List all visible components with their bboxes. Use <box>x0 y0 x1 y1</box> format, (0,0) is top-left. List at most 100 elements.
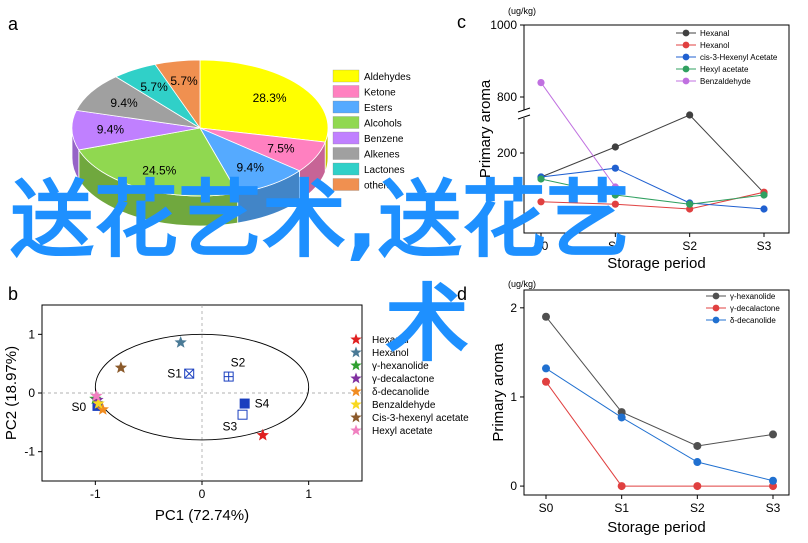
pie-label-alcohols: 24.5% <box>142 163 176 177</box>
star-4 <box>91 393 104 406</box>
plot-c-frame <box>523 24 790 234</box>
pie-slice-benzene <box>71 109 201 151</box>
sample-label-s4: S4 <box>255 397 270 411</box>
unit-label: (ug/kg) <box>508 6 536 16</box>
legend-label-5: δ-decanolide <box>372 387 430 398</box>
x-tick-label: S2 <box>690 501 705 515</box>
legend-star-1 <box>350 333 362 345</box>
legend-marker-2 <box>712 304 720 312</box>
sample-marker-s3 <box>237 409 248 420</box>
legend-label-5: Benzaldehyde <box>700 77 751 86</box>
series-point-2 <box>611 200 619 208</box>
pie-label-others: 5.7% <box>170 74 198 88</box>
x-tick-label: 1 <box>305 487 312 501</box>
legend-label-alcohols: Alcohols <box>364 119 402 130</box>
pie-slice-aldehydes <box>199 59 329 143</box>
legend-marker-3 <box>712 316 720 324</box>
series-point-5 <box>611 183 619 191</box>
legend-label-ketone: Ketone <box>364 88 396 99</box>
y-tick-label: 800 <box>497 90 517 104</box>
series-point-2 <box>617 482 626 491</box>
x-axis-label: Storage period <box>607 519 705 536</box>
legend-label-3: γ-hexanolide <box>372 361 429 372</box>
x-tick-label: S1 <box>608 239 623 253</box>
plot-d-frame <box>523 289 790 496</box>
legend-swatch-aldehydes <box>332 69 360 83</box>
legend-label-4: Hexyl acetate <box>700 65 749 74</box>
x-axis-label: PC1 (72.74%) <box>155 507 249 524</box>
pie-legend-a: Aldehydes Ketone Esters Alcohols Benzene Alke… <box>332 69 411 192</box>
legend-label-others: others <box>364 181 392 192</box>
star-7 <box>114 361 128 373</box>
series-point-3 <box>611 164 619 172</box>
series-point-3 <box>769 476 777 485</box>
series-line-2 <box>540 191 765 210</box>
series-line-1 <box>545 316 774 447</box>
series-point-5 <box>537 79 545 87</box>
pie-slice-esters <box>199 127 301 194</box>
line-plot-d: 0 1 2 (ug/kg) S0 S1 S2 S3 Storage period Primary … <box>490 279 790 536</box>
legend-label-7: Cis-3-hexenyl acetate <box>372 413 469 424</box>
legend-label-2: Hexanol <box>700 41 730 50</box>
y-tick-label: 200 <box>497 146 517 160</box>
legend-star-2 <box>350 346 362 358</box>
legend-marker-1 <box>682 29 690 37</box>
legend-label-6: Benzaldehyde <box>372 400 436 411</box>
pie-label-aldehydes: 28.3% <box>253 91 287 105</box>
star-1 <box>256 428 269 441</box>
star-2 <box>174 336 187 348</box>
y-tick-label: 0 <box>510 479 517 493</box>
x-tick-label: S1 <box>614 501 629 515</box>
series-point-1 <box>686 111 694 119</box>
legend-star-3 <box>350 359 362 371</box>
legend-marker-5 <box>682 77 690 85</box>
panel-b-letter: b <box>8 284 18 304</box>
legend-label-1: Hexanal <box>700 29 730 38</box>
legend-label-3: δ-decanolide <box>730 316 776 325</box>
pie-label-benzene: 9.4% <box>97 123 125 137</box>
legend-label-alkenes: Alkenes <box>364 150 400 161</box>
pie-label-lactones: 5.7% <box>140 80 168 94</box>
legend-label-benzene: Benzene <box>364 134 404 145</box>
legend-marker-2 <box>682 41 690 49</box>
legend-marker-1 <box>712 292 720 300</box>
y-tick-label: 1 <box>510 390 517 404</box>
series-point-3 <box>760 205 768 213</box>
series-point-4 <box>537 175 545 183</box>
legend-marker-3 <box>682 53 690 61</box>
sample-marker-plus <box>224 372 234 382</box>
series-line-1 <box>540 114 765 194</box>
legend-label-8: Hexyl acetate <box>372 426 433 437</box>
legend-swatch-ketone <box>332 85 360 98</box>
axis-break-gap <box>518 110 530 118</box>
sample-marker-s1 <box>184 368 195 379</box>
legend-swatch-lactones <box>332 162 360 176</box>
legend-label-2: γ-decalactone <box>730 304 780 313</box>
star-8 <box>90 389 103 402</box>
y-axis-label: Primary aroma <box>490 343 507 442</box>
legend-swatch-esters <box>332 100 360 114</box>
pie-label-ketone: 7.5% <box>267 142 295 156</box>
legend-star-7 <box>350 411 362 423</box>
series-point-2 <box>693 482 702 491</box>
panel-d-letter: d <box>457 284 467 304</box>
legend-label-3: cis-3-Hexenyl Acetate <box>700 53 778 62</box>
series-point-1 <box>693 441 702 450</box>
y-tick-label: 1000 <box>490 18 517 32</box>
axis-break-mark <box>517 114 531 120</box>
legend-label-esters: Esters <box>364 103 392 114</box>
x-tick-label: S2 <box>682 239 697 253</box>
series-point-2 <box>542 377 550 386</box>
watermark-line-2: 术 <box>385 275 470 373</box>
y-axis-label: Primary aroma <box>477 79 494 178</box>
series-point-1 <box>542 312 550 321</box>
series-point-1 <box>769 430 777 439</box>
series-point-2 <box>537 198 545 206</box>
series-line-2 <box>545 381 773 487</box>
series-point-3 <box>617 413 626 422</box>
pie-label-alkenes: 9.4% <box>110 96 138 110</box>
y-axis-label: PC2 (18.97%) <box>3 346 20 440</box>
x-axis-label: Storage period <box>607 255 705 272</box>
confidence-ellipse <box>94 333 310 441</box>
x-tick-label: S0 <box>539 501 554 515</box>
